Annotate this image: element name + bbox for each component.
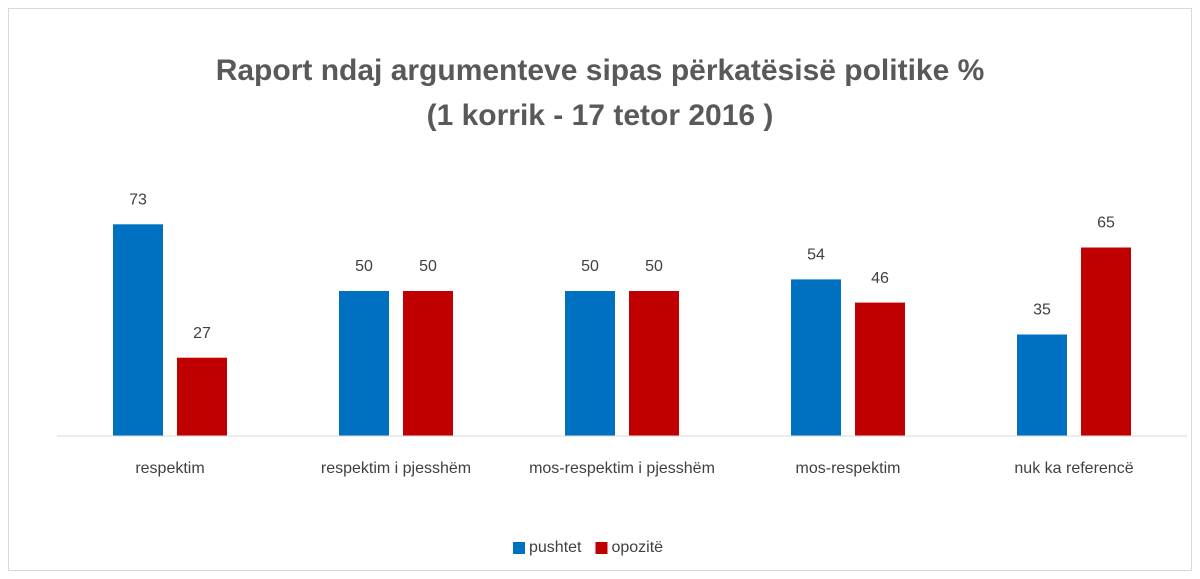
bar [565, 291, 615, 436]
data-label: 50 [645, 258, 663, 275]
bar [1081, 247, 1131, 436]
x-tick-label: nuk ka referencë [1014, 460, 1133, 477]
chart-border [8, 8, 1192, 571]
bar [629, 291, 679, 436]
data-label: 35 [1033, 302, 1051, 319]
data-label: 73 [129, 192, 147, 209]
data-label: 50 [581, 258, 599, 275]
data-label: 27 [193, 325, 211, 342]
bar [113, 224, 163, 436]
x-tick-label: mos-respektim [796, 460, 901, 477]
bar [177, 357, 227, 436]
x-tick-label: respektim i pjesshëm [321, 460, 471, 477]
data-label: 54 [807, 247, 825, 264]
legend-swatch [513, 542, 525, 554]
x-tick-label: mos-respektim i pjesshëm [529, 460, 715, 477]
bar [791, 279, 841, 436]
data-label: 65 [1097, 215, 1115, 232]
bar [339, 291, 389, 436]
data-label: 50 [355, 258, 373, 275]
chart-title: Raport ndaj argumenteve sipas përkatësis… [216, 54, 985, 87]
data-label: 50 [419, 258, 437, 275]
legend-label: opozitë [611, 539, 663, 556]
data-label: 46 [871, 270, 889, 287]
bar [1017, 334, 1067, 436]
legend-label: pushtet [529, 539, 582, 556]
chart-subtitle: (1 korrik - 17 tetor 2016 ) [427, 99, 774, 132]
x-tick-label: respektim [135, 460, 204, 477]
legend-swatch [595, 542, 608, 554]
bar [855, 302, 905, 436]
bar [403, 291, 453, 436]
